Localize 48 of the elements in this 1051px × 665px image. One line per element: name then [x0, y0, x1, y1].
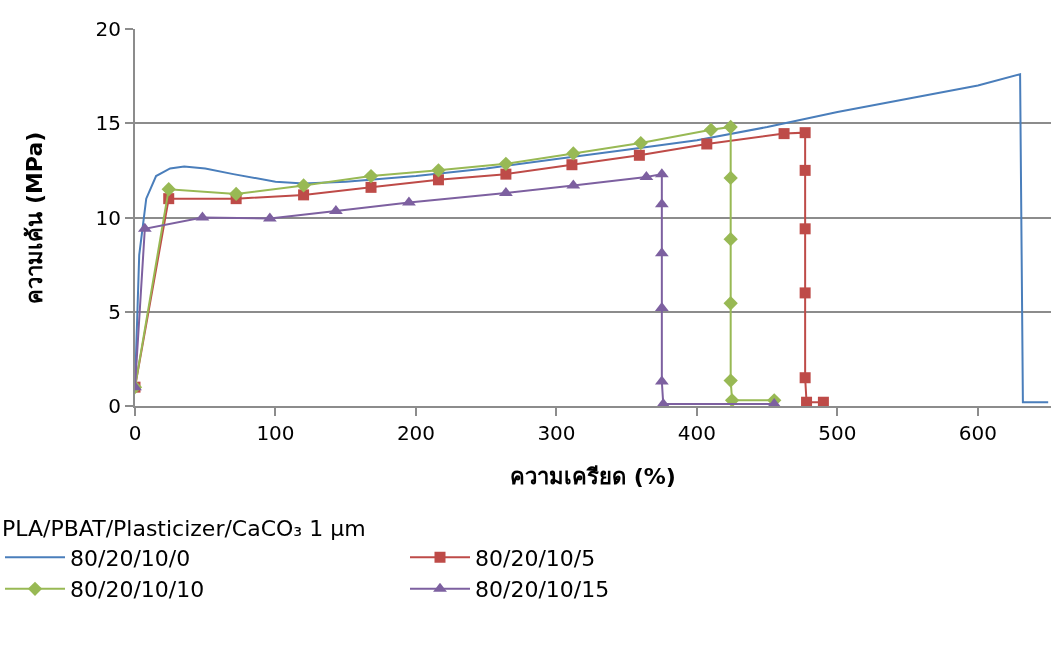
- x-tick-label: 100: [256, 421, 295, 445]
- point: [296, 178, 311, 193]
- point: [801, 396, 813, 406]
- x-tick-label: 200: [396, 421, 436, 445]
- point: [229, 186, 244, 202]
- point: [633, 135, 648, 151]
- point: [723, 232, 738, 247]
- legend-title: PLA/PBAT/Plasticizer/CaCO₃ 1 µm: [2, 516, 366, 542]
- x-tick-label: 600: [958, 421, 998, 445]
- point: [365, 181, 377, 193]
- point: [363, 168, 379, 184]
- x-tick-label: 300: [537, 421, 576, 445]
- point: [633, 149, 645, 161]
- x-tick-label: 500: [818, 421, 857, 445]
- x-tick-label: 0: [128, 421, 142, 445]
- y-tick-label: 5: [108, 299, 121, 324]
- point: [723, 170, 738, 186]
- point: [817, 396, 829, 406]
- point: [498, 156, 514, 171]
- point: [703, 122, 719, 137]
- y-tick-label: 0: [108, 394, 121, 418]
- point: [161, 182, 176, 197]
- point: [701, 138, 713, 150]
- point: [778, 128, 790, 140]
- point: [500, 168, 512, 180]
- legend-label: 80/20/10/0: [70, 545, 191, 571]
- y-tick-label: 20: [95, 17, 121, 41]
- point: [566, 159, 578, 171]
- point: [799, 127, 811, 139]
- point: [799, 164, 811, 176]
- point: [723, 119, 738, 135]
- point: [723, 296, 738, 311]
- legend-label: 80/20/10/15: [475, 577, 610, 603]
- point: [431, 163, 446, 178]
- legend-label: 80/20/10/5: [475, 545, 596, 571]
- y-axis-title: ความเค้น (MPa): [21, 131, 47, 304]
- y-tick-label: 10: [95, 205, 121, 230]
- x-axis-title: ความเครียด (%): [510, 464, 676, 490]
- point: [402, 196, 416, 206]
- x-tick-label: 400: [677, 421, 717, 445]
- point: [799, 372, 811, 384]
- point: [432, 174, 444, 186]
- point: [799, 223, 811, 235]
- point: [799, 287, 811, 299]
- legend-label: 80/20/10/10: [70, 577, 205, 603]
- y-tick-label: 15: [95, 111, 121, 136]
- point: [723, 373, 738, 388]
- point: [566, 146, 581, 161]
